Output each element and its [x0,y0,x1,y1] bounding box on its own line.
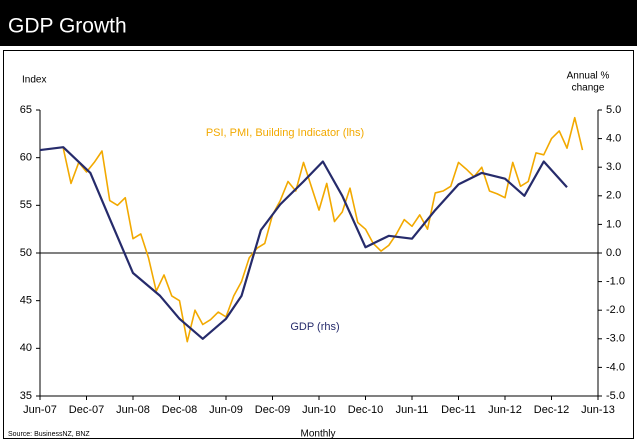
y2-axis-label: Annual % [567,71,610,82]
y-axis-label: Index [22,75,46,86]
y2-tick-label: -4.0 [606,361,625,373]
series-label: GDP (rhs) [290,321,339,333]
y2-tick-label: 0.0 [606,247,621,259]
x-tick-label: Jun-07 [23,404,57,416]
y2-tick-label: -5.0 [606,390,625,402]
y-tick-label: 45 [20,295,32,307]
series-line [39,146,568,340]
header-bar [0,0,637,46]
x-tick-label: Jun-08 [116,404,150,416]
x-tick-label: Jun-13 [581,404,615,416]
y2-tick-label: -2.0 [606,304,625,316]
chart-title: GDP Growth [8,15,127,38]
series-label: PSI, PMI, Building Indicator (lhs) [206,127,364,139]
x-tick-label: Dec-07 [69,404,104,416]
x-tick-label: Jun-10 [302,404,336,416]
y-tick-label: 40 [20,342,32,354]
x-tick-label: Dec-09 [255,404,290,416]
y-tick-label: 50 [20,247,32,259]
y-tick-label: 60 [20,152,32,164]
x-tick-label: Jun-09 [209,404,243,416]
x-tick-label: Jun-11 [396,404,429,416]
x-tick-label: Jun-12 [488,404,522,416]
y2-tick-label: 1.0 [606,218,621,230]
y2-tick-label: 4.0 [606,133,621,145]
x-tick-label: Dec-10 [348,404,383,416]
y2-tick-label: 2.0 [606,190,621,202]
y2-tick-label: -3.0 [606,333,625,345]
source: Source: BusinessNZ, BNZ [8,431,90,438]
y2-tick-label: -1.0 [606,276,625,288]
series-line [62,116,584,343]
frame [3,50,634,439]
y-tick-label: 55 [20,199,32,211]
y2-tick-label: 5.0 [606,104,621,116]
x-axis-label: Monthly [300,429,335,440]
y-tick-label: 35 [20,390,32,402]
y2-axis-label: change [572,83,605,94]
y2-tick-label: 3.0 [606,161,621,173]
y-tick-label: 65 [20,104,32,116]
x-tick-label: Dec-08 [162,404,197,416]
x-tick-label: Dec-12 [534,404,569,416]
x-tick-label: Dec-11 [441,404,476,416]
